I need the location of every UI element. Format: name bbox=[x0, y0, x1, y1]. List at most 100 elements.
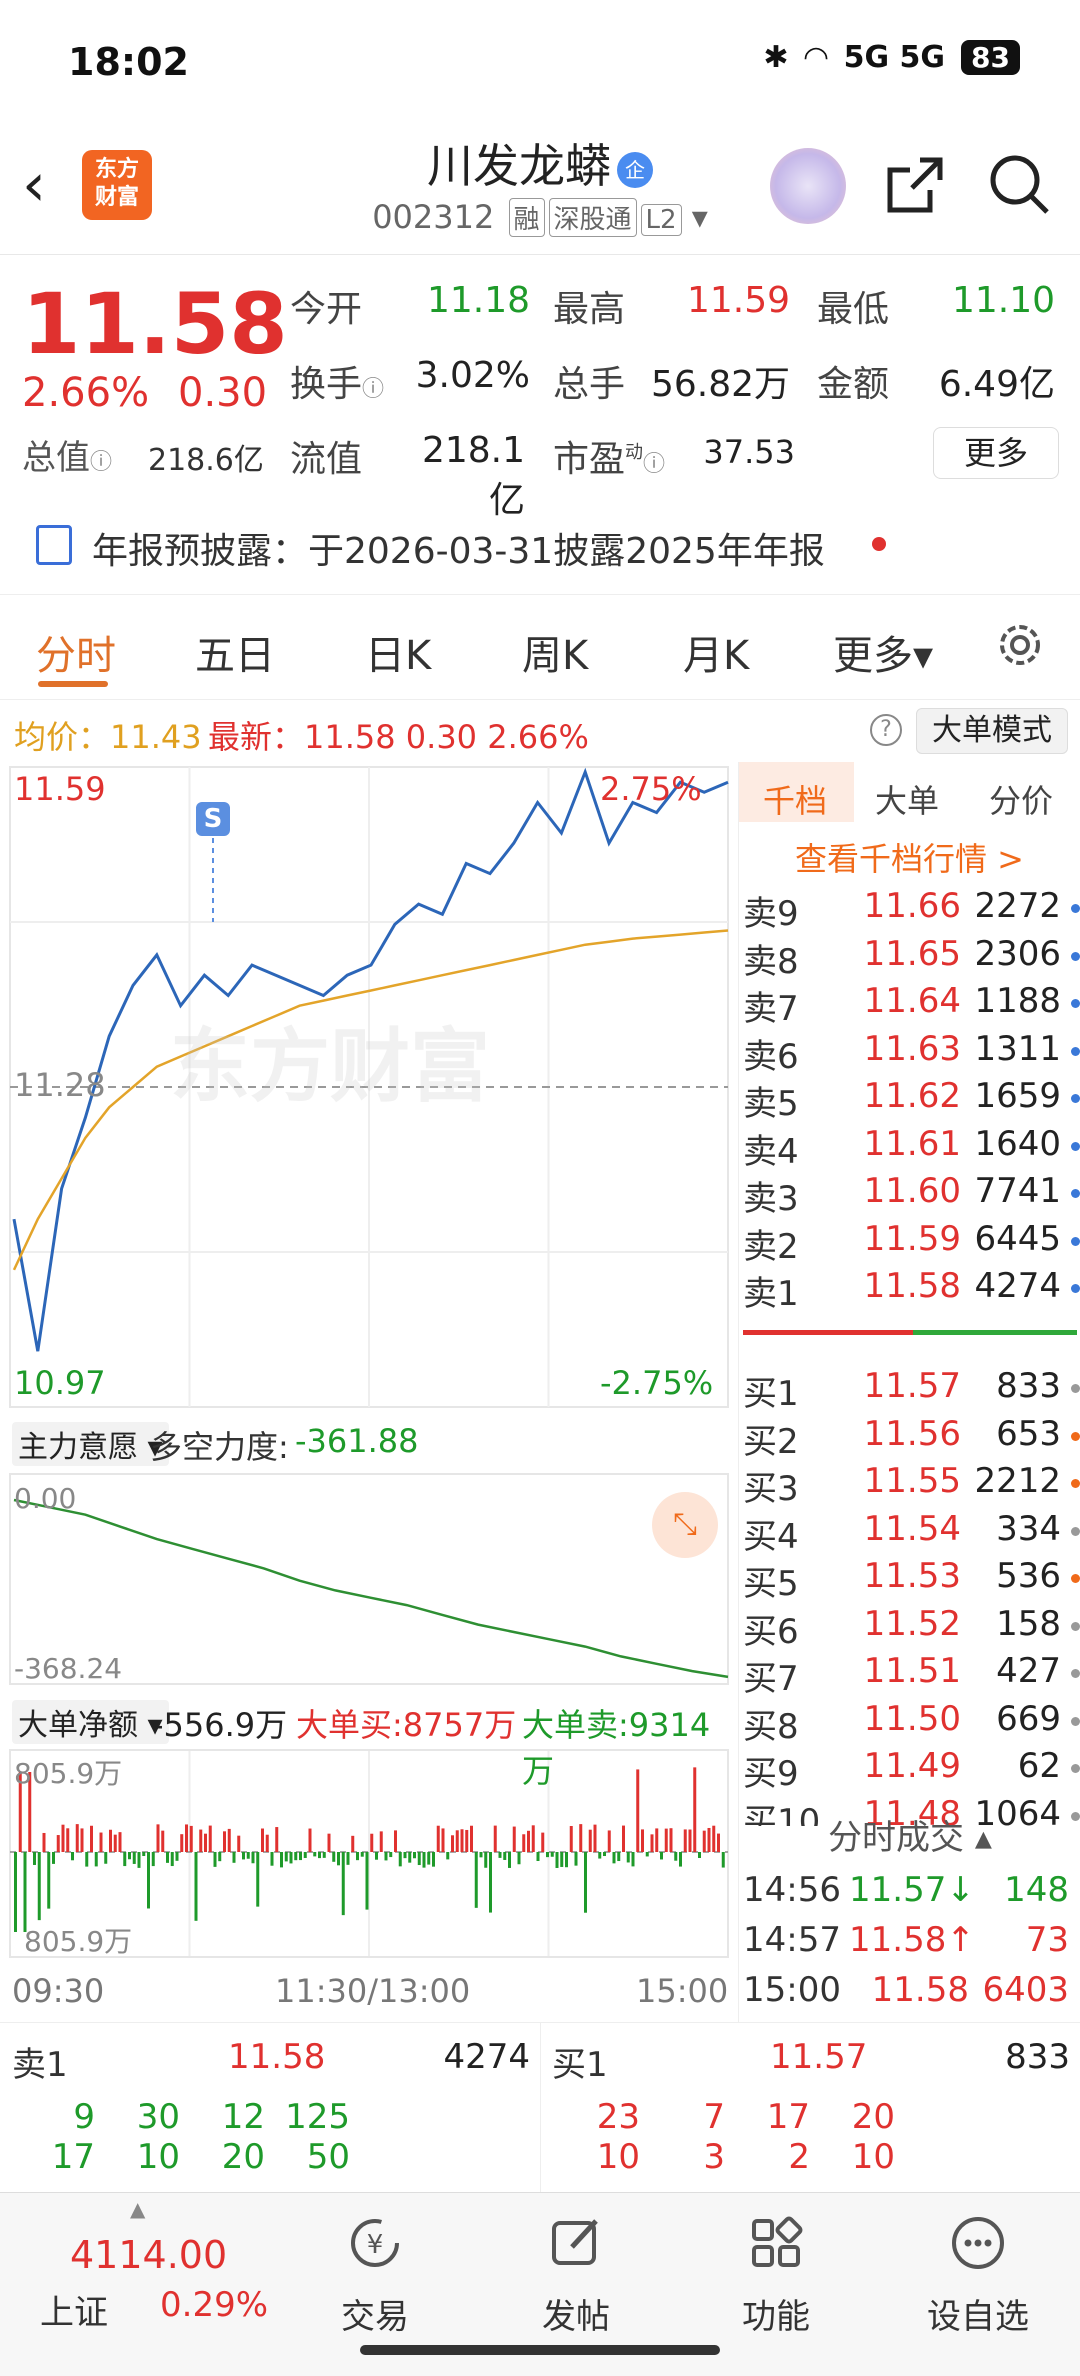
tab-daily-k[interactable]: 日K bbox=[365, 633, 432, 679]
big-order-bar bbox=[422, 1852, 426, 1868]
view-depth-link[interactable]: 查看千档行情 > bbox=[795, 840, 1024, 878]
ask-price: 11.63 bbox=[863, 1028, 961, 1069]
battery-icon: 83 bbox=[961, 40, 1020, 75]
tab-big-orders[interactable]: 大单 bbox=[875, 782, 940, 820]
app-logo[interactable]: 东方 财富 bbox=[82, 150, 152, 220]
nav-trade[interactable]: ¥ 交易 bbox=[305, 2213, 445, 2338]
big-order-bar bbox=[56, 1835, 60, 1852]
ask-row[interactable]: 卖1 11.58 4274 bbox=[739, 1262, 1080, 1314]
ask-row[interactable]: 卖8 11.65 2306 bbox=[739, 930, 1080, 982]
order-book-tabs: 千档 大单 分价 bbox=[739, 762, 1080, 822]
chevron-up-icon[interactable]: ▲ bbox=[130, 2197, 146, 2221]
big-order-bar bbox=[28, 1772, 32, 1852]
big-order-bar bbox=[313, 1852, 317, 1857]
ask-row[interactable]: 卖6 11.63 1311 bbox=[739, 1025, 1080, 1077]
bid-level-label: 买1 bbox=[743, 1374, 799, 1414]
mktcap-label[interactable]: 总值ⓘ bbox=[22, 438, 113, 478]
tab-more[interactable]: 更多▾ bbox=[833, 633, 934, 679]
bid-row[interactable]: 买2 11.56 653 bbox=[739, 1410, 1080, 1462]
signal-icon: 5G 5G bbox=[843, 40, 946, 75]
chart-svg bbox=[9, 766, 729, 1958]
bid-row[interactable]: 买6 11.52 158 bbox=[739, 1600, 1080, 1652]
bluetooth-icon: ✱ bbox=[763, 40, 789, 75]
big-order-bar bbox=[626, 1852, 630, 1863]
ask-level-label: 卖1 bbox=[743, 1274, 799, 1314]
bid-dot bbox=[1071, 1384, 1080, 1393]
signal-marker[interactable]: S bbox=[196, 802, 230, 836]
big-order-bar bbox=[436, 1825, 440, 1852]
bid-dot bbox=[1071, 1716, 1080, 1726]
big-order-bar bbox=[531, 1825, 535, 1852]
big-order-bar bbox=[284, 1852, 288, 1862]
bid-row[interactable]: 买4 11.54 334 bbox=[739, 1505, 1080, 1557]
index-pct[interactable]: 0.29% bbox=[160, 2285, 269, 2325]
ask-dot bbox=[1071, 1046, 1080, 1056]
tab-monthly-k[interactable]: 月K bbox=[683, 633, 750, 679]
gear-icon[interactable] bbox=[990, 615, 1050, 675]
chevron-down-icon[interactable]: ▾ bbox=[691, 198, 708, 236]
tick-volume: 148 bbox=[1004, 1870, 1069, 1910]
bid-row[interactable]: 买9 11.49 62 bbox=[739, 1742, 1080, 1794]
bid-row[interactable]: 买1 11.57 833 bbox=[739, 1362, 1080, 1414]
ask-row[interactable]: 卖4 11.61 1640 bbox=[739, 1120, 1080, 1172]
tab-intraday[interactable]: 分时 bbox=[36, 633, 116, 679]
ask-row[interactable]: 卖7 11.64 1188 bbox=[739, 977, 1080, 1029]
big-order-mode-button[interactable]: 大单模式 bbox=[916, 708, 1068, 754]
pe-label[interactable]: 市盈动ⓘ bbox=[553, 439, 666, 480]
search-icon[interactable] bbox=[985, 150, 1055, 220]
home-indicator[interactable] bbox=[360, 2345, 720, 2355]
big-order-bar bbox=[265, 1834, 269, 1852]
index-name[interactable]: 上证 bbox=[40, 2293, 108, 2333]
more-button[interactable]: 更多 bbox=[933, 427, 1059, 479]
bid-level-label: 买7 bbox=[743, 1659, 799, 1699]
ask-volume: 1659 bbox=[974, 1076, 1061, 1116]
big-order-bar bbox=[294, 1852, 298, 1861]
bid-row[interactable]: 买10 11.48 1064 bbox=[739, 1790, 1080, 1826]
tab-weekly-k[interactable]: 周K bbox=[522, 633, 589, 679]
big-order-bar bbox=[446, 1852, 450, 1860]
bid-level-label: 买6 bbox=[743, 1611, 799, 1652]
big-order-selector[interactable]: 大单净额 ▾ bbox=[12, 1700, 169, 1744]
big-order-bar bbox=[189, 1825, 193, 1852]
ask-row[interactable]: 卖2 11.59 6445 bbox=[739, 1215, 1080, 1267]
bid-row[interactable]: 买8 11.50 669 bbox=[739, 1695, 1080, 1747]
bid-row[interactable]: 买7 11.51 427 bbox=[739, 1647, 1080, 1699]
bid-dot bbox=[1071, 1479, 1080, 1488]
tab-price-dist[interactable]: 分价 bbox=[989, 782, 1054, 820]
intraday-chart[interactable]: 11.59 2.75% 11.28 10.97 -2.75% 东方财富 S 主力… bbox=[0, 762, 735, 2022]
big-order-bar bbox=[546, 1852, 549, 1858]
back-button[interactable]: ‹ bbox=[22, 150, 46, 220]
index-value[interactable]: 4114.00 bbox=[70, 2233, 228, 2277]
big-order-bar bbox=[147, 1852, 150, 1909]
strip-queue-value: 17 bbox=[766, 2097, 810, 2137]
big-order-bar bbox=[227, 1828, 231, 1852]
big-order-top: 805.9万 bbox=[14, 1757, 123, 1790]
ask-level-label: 卖7 bbox=[743, 989, 799, 1029]
tab-five-day[interactable]: 五日 bbox=[195, 633, 275, 679]
nav-watchlist[interactable]: 设自选 bbox=[908, 2213, 1048, 2338]
tick-header[interactable]: 分时成交 ▴ bbox=[828, 1818, 992, 1858]
tab-depth[interactable]: 千档 bbox=[763, 782, 828, 820]
expand-icon[interactable]: ⤡ bbox=[652, 1492, 718, 1558]
ask-row[interactable]: 卖3 11.60 7741 bbox=[739, 1167, 1080, 1219]
avg-price-bar: 均价：11.43 最新：11.58 0.30 2.66% ? 大单模式 bbox=[0, 700, 1080, 762]
turnover-label[interactable]: 换手ⓘ bbox=[290, 364, 385, 405]
big-order-bar bbox=[584, 1852, 587, 1913]
big-order-bar bbox=[351, 1835, 355, 1852]
ask-row[interactable]: 卖9 11.66 2272 bbox=[739, 882, 1080, 934]
indicator-selector[interactable]: 主力意愿 ▾ bbox=[12, 1422, 169, 1466]
annual-report-notice[interactable]: 年报预披露：于2026-03-31披露2025年年报 bbox=[0, 495, 1080, 595]
bid-row[interactable]: 买3 11.55 2212 bbox=[739, 1457, 1080, 1509]
amount-label: 金额 bbox=[817, 364, 890, 405]
ask-level-label: 卖5 bbox=[743, 1084, 799, 1124]
ai-assistant-avatar[interactable] bbox=[770, 148, 846, 224]
help-icon[interactable]: ? bbox=[870, 714, 902, 746]
nav-post[interactable]: 发帖 bbox=[506, 2213, 646, 2338]
nav-functions[interactable]: 功能 bbox=[706, 2213, 846, 2338]
bid-level-label: 买8 bbox=[743, 1706, 799, 1747]
share-icon[interactable] bbox=[880, 150, 950, 220]
ask-price: 11.66 bbox=[863, 886, 961, 926]
bid-row[interactable]: 买5 11.53 536 bbox=[739, 1552, 1080, 1604]
volume-value: 56.82万 bbox=[650, 364, 790, 405]
ask-row[interactable]: 卖5 11.62 1659 bbox=[739, 1072, 1080, 1124]
